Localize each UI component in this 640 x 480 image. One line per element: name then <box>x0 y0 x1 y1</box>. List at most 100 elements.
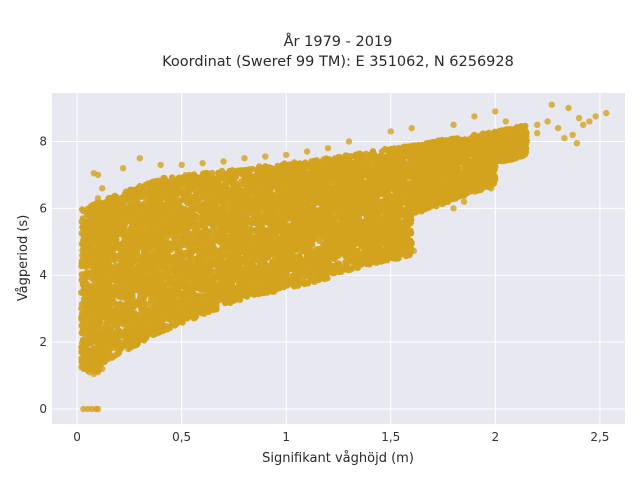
data-point-1681 <box>134 227 141 234</box>
data-point-1425 <box>140 337 148 344</box>
data-point-3590 <box>169 199 177 206</box>
data-point-4937 <box>282 280 290 287</box>
data-point-427 <box>91 364 98 371</box>
data-point-3568 <box>202 279 210 286</box>
data-point-3529 <box>186 298 193 306</box>
data-point-3553 <box>190 283 197 290</box>
data-point-3570 <box>167 288 174 296</box>
data-point-1867 <box>151 213 158 220</box>
data-point-1956 <box>96 355 103 362</box>
data-point-3559 <box>228 187 235 194</box>
data-point-1944 <box>107 225 115 233</box>
data-point-1916 <box>123 280 130 287</box>
data-point-3597 <box>205 228 212 235</box>
data-point-1942 <box>136 278 144 285</box>
data-point-3583 <box>173 176 181 183</box>
data-point-3286 <box>186 256 193 264</box>
data-point-3608 <box>157 252 165 259</box>
data-point-3412 <box>188 206 195 213</box>
data-point-1936 <box>106 317 113 324</box>
data-point-3525 <box>225 254 232 261</box>
data-point-1776 <box>144 238 151 245</box>
data-point-1714 <box>125 257 132 264</box>
data-point-1793 <box>134 214 141 222</box>
data-point-1881 <box>138 205 146 213</box>
data-point-3626 <box>182 172 189 179</box>
data-point-3365 <box>208 237 215 245</box>
data-point-3454 <box>233 287 240 294</box>
data-point-3533 <box>223 248 230 255</box>
data-point-3532 <box>226 168 233 175</box>
data-point-1827 <box>126 305 133 312</box>
data-point-1934 <box>99 243 106 251</box>
data-point-1847 <box>95 267 103 275</box>
data-point-3584 <box>171 235 178 242</box>
data-point-3494 <box>183 227 191 234</box>
data-point-426 <box>86 244 94 251</box>
data-point-3402 <box>193 173 200 181</box>
data-point-1784 <box>145 223 153 230</box>
data-point-3560 <box>235 226 243 234</box>
data-point-1954 <box>140 214 148 221</box>
data-point-1844 <box>104 208 111 215</box>
data-point-1918 <box>116 319 123 326</box>
data-point-433 <box>80 243 87 250</box>
data-point-1853 <box>117 199 125 206</box>
data-point-3601 <box>162 281 170 288</box>
data-point-1783 <box>151 178 159 185</box>
data-point-3606 <box>216 187 223 195</box>
data-point-3593 <box>214 282 221 290</box>
data-point-3612 <box>174 222 181 229</box>
data-point-3488 <box>221 204 228 211</box>
data-point-3630 <box>205 308 212 315</box>
data-point-435 <box>89 301 97 308</box>
data-point-414 <box>82 270 89 278</box>
data-point-398 <box>81 317 88 324</box>
data-point-3618 <box>209 250 216 257</box>
data-point-1769 <box>138 270 145 277</box>
data-point-1899 <box>143 228 150 236</box>
data-point-337 <box>91 306 99 313</box>
data-point-1937 <box>105 279 112 286</box>
data-point-3596 <box>233 273 240 280</box>
data-point-425 <box>82 259 89 266</box>
data-point-3605 <box>215 175 222 182</box>
data-point-1948 <box>152 207 160 215</box>
data-point-1836 <box>129 293 136 301</box>
data-point-1883 <box>133 341 140 349</box>
data-point-3541 <box>178 276 185 283</box>
data-point-3555 <box>163 260 170 268</box>
data-point-1946 <box>152 286 159 293</box>
data-point-3561 <box>168 301 176 308</box>
data-point-1935 <box>136 296 143 303</box>
data-point-1931 <box>101 323 108 330</box>
data-point-3564 <box>191 268 199 275</box>
data-point-1941 <box>105 300 112 308</box>
data-point-3556 <box>164 181 171 188</box>
data-point-409 <box>86 359 94 366</box>
data-point-3616 <box>223 262 230 269</box>
data-point-3623 <box>224 193 231 200</box>
data-point-3571 <box>159 223 167 230</box>
data-point-1950 <box>138 306 145 313</box>
data-point-1947 <box>133 186 140 193</box>
data-point-1900 <box>119 265 126 272</box>
data-point-3426 <box>210 187 217 194</box>
data-point-1887 <box>113 209 120 216</box>
data-point-4921 <box>275 256 282 263</box>
data-point-1889 <box>117 246 124 253</box>
data-point-3252 <box>220 230 227 237</box>
data-point-1875 <box>116 289 123 296</box>
data-point-3409 <box>218 277 225 284</box>
data-point-1876 <box>147 276 154 284</box>
data-point-3549 <box>195 194 202 201</box>
data-point-3436 <box>168 220 176 228</box>
data-point-370 <box>78 218 86 225</box>
data-point-1951 <box>103 307 111 314</box>
data-point-1421 <box>152 330 160 337</box>
data-point-3572 <box>159 325 166 332</box>
data-point-3591 <box>221 174 228 181</box>
data-point-3576 <box>232 243 239 250</box>
data-point-3628 <box>203 199 210 207</box>
